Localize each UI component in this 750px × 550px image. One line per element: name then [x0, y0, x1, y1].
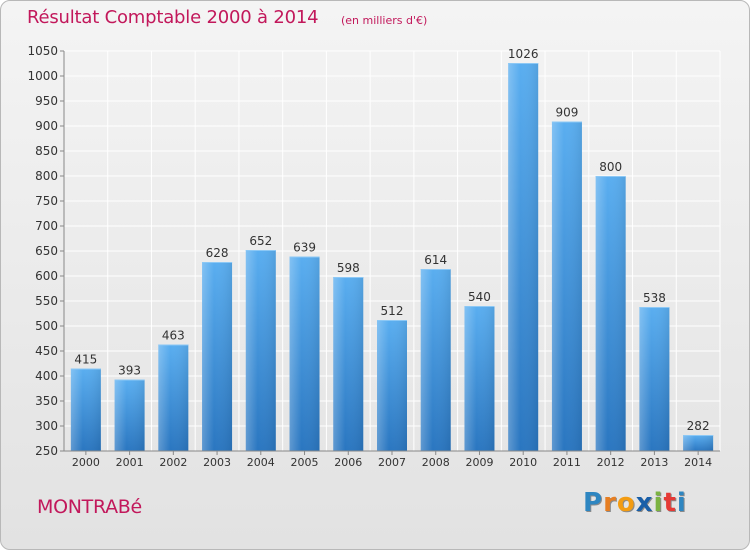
x-tick-label: 2005: [291, 456, 319, 469]
logo-letter: r: [603, 488, 617, 518]
y-tick-label: 550: [35, 294, 58, 308]
bar-shade: [420, 269, 451, 451]
data-label: 538: [643, 291, 666, 305]
y-tick-label: 500: [35, 319, 58, 333]
x-tick-label: 2007: [378, 456, 406, 469]
x-tick-label: 2009: [465, 456, 493, 469]
data-label: 512: [381, 304, 404, 318]
data-label: 540: [468, 290, 491, 304]
y-tick-label: 800: [35, 169, 58, 183]
data-label: 652: [249, 234, 272, 248]
x-tick-label: 2001: [116, 456, 144, 469]
x-tick-label: 2003: [203, 456, 231, 469]
y-tick-label: 400: [35, 369, 58, 383]
y-tick-label: 250: [35, 444, 58, 458]
data-label: 800: [599, 160, 622, 174]
x-tick-label: 2004: [247, 456, 275, 469]
data-label: 463: [162, 329, 185, 343]
bar-shade: [70, 368, 101, 451]
bar-shade: [551, 121, 582, 451]
data-label: 1026: [508, 47, 539, 61]
y-tick-label: 350: [35, 394, 58, 408]
bar-shade: [683, 435, 714, 451]
logo-letter: t: [663, 488, 677, 518]
bar-shade: [333, 277, 364, 451]
x-tick-label: 2006: [334, 456, 362, 469]
bar-shade: [114, 379, 145, 451]
bar-shade: [158, 344, 189, 451]
bar-shade: [289, 256, 320, 451]
bar-shade: [595, 176, 626, 451]
proxiti-logo[interactable]: Proxiti: [583, 488, 687, 518]
data-label: 393: [118, 364, 141, 378]
bar-shade: [508, 63, 539, 451]
chart-subtitle: (en milliers d'€): [341, 14, 428, 27]
y-tick-label: 600: [35, 269, 58, 283]
x-tick-label: 2008: [422, 456, 450, 469]
x-tick-label: 2011: [553, 456, 581, 469]
data-label: 639: [293, 241, 316, 255]
x-tick-label: 2000: [72, 456, 100, 469]
x-tick-label: 2010: [509, 456, 537, 469]
y-tick-label: 750: [35, 194, 58, 208]
logo-letter: i: [653, 488, 664, 518]
bar-shade: [464, 306, 495, 451]
bar-shade: [639, 307, 670, 451]
town-name: MONTRABé: [37, 496, 142, 518]
x-tick-label: 2013: [640, 456, 668, 469]
y-tick-label: 850: [35, 144, 58, 158]
axis-layer: 250 300 350 400 450 500 550 600 650 700 750 800 850 9…: [27, 44, 720, 469]
y-tick-label: 650: [35, 244, 58, 258]
bar-shade: [245, 250, 276, 451]
logo-letter: i: [676, 488, 687, 518]
bar-shade: [202, 262, 233, 451]
y-tick-label: 950: [35, 94, 58, 108]
data-label: 614: [424, 253, 447, 267]
y-tick-label: 700: [35, 219, 58, 233]
chart-title: Résultat Comptable 2000 à 2014: [27, 7, 319, 28]
y-tick-label: 300: [35, 419, 58, 433]
data-label: 628: [206, 246, 229, 260]
x-tick-label: 2014: [684, 456, 712, 469]
data-label: 415: [74, 353, 97, 367]
bars-layer: [70, 63, 714, 451]
y-tick-label: 450: [35, 344, 58, 358]
logo-letter: P: [583, 488, 604, 518]
data-label: 598: [337, 261, 360, 275]
x-tick-label: 2002: [159, 456, 187, 469]
bar-shade: [377, 320, 407, 451]
x-tick-label: 2012: [597, 456, 625, 469]
data-label: 909: [555, 106, 578, 120]
y-tick-label: 1050: [27, 44, 58, 58]
logo-letter: o: [616, 488, 636, 518]
logo-letter: x: [635, 488, 654, 518]
y-tick-label: 900: [35, 119, 58, 133]
data-label: 282: [687, 419, 710, 433]
y-tick-label: 1000: [27, 69, 58, 83]
